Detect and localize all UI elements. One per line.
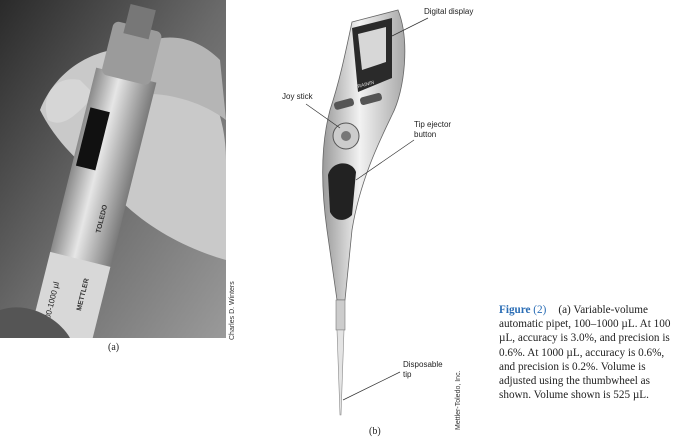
callout-label: Digital display: [424, 7, 474, 16]
callout-label: Tip ejector button: [414, 120, 452, 139]
photo-a: 100-1000 µl TOLEDO METTLER: [0, 0, 226, 338]
callout-label: Joy stick: [282, 92, 313, 101]
panel-label: (b): [369, 426, 381, 437]
callout-label: Disposable tip: [403, 360, 443, 379]
panel-label: (a): [108, 342, 120, 353]
figure-word: Figure: [499, 304, 531, 316]
photo-b: RAININ: [305, 9, 429, 416]
figure-caption: Figure (2) (a) Variable-volume automatic …: [499, 303, 681, 402]
photo-credit: Mettler-Toledo, Inc.: [455, 370, 462, 430]
brand-text: RAININ: [357, 80, 375, 90]
figure-number: (2): [533, 304, 547, 316]
caption-text: (a) Variable-volume automatic pipet, 100…: [499, 304, 671, 402]
photo-credit: Charles D. Winters: [229, 281, 236, 340]
